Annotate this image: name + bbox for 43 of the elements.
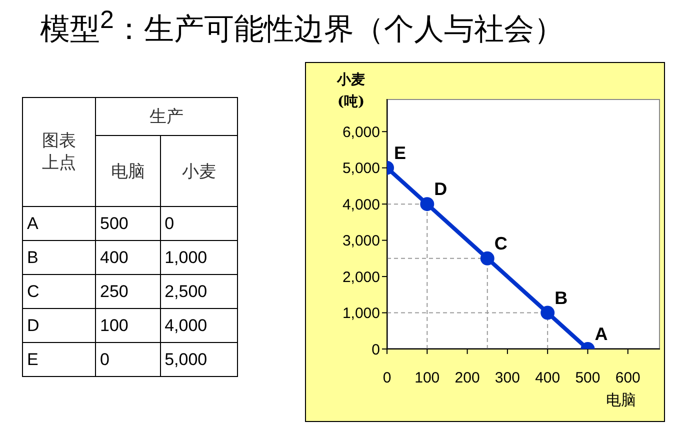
x-tick-label: 0 xyxy=(382,370,392,387)
text: A xyxy=(27,214,38,232)
text: 4,000 xyxy=(160,308,238,342)
annotation: C xyxy=(494,233,508,254)
text: D xyxy=(27,316,40,334)
text: B xyxy=(27,248,38,266)
text: 0 xyxy=(160,206,238,240)
y-axis-title: 小麦 (吨) xyxy=(336,71,366,112)
y-tick-label: 5,000 xyxy=(342,160,380,178)
y-tick-label: 4,000 xyxy=(342,196,380,214)
x-tick-label: 100 xyxy=(414,370,440,387)
y-tick-label: 6,000 xyxy=(342,124,380,141)
text: 2,500 xyxy=(160,274,238,308)
text: 图表上点 xyxy=(41,130,77,174)
y-tick-label: 1,000 xyxy=(342,305,380,322)
text: 小麦 xyxy=(160,136,238,206)
point xyxy=(540,306,555,320)
x-tick-label: 500 xyxy=(575,370,600,387)
text: C xyxy=(27,282,40,300)
x-tick-label: 300 xyxy=(494,370,520,387)
x-tick-label: 200 xyxy=(454,370,480,387)
text: 100 xyxy=(96,308,160,342)
y-tick-label: 0 xyxy=(372,341,380,358)
x-tick-label: 400 xyxy=(535,370,560,387)
point xyxy=(480,251,494,266)
chart-title: 模型$^{2}$：生产可能性边界（个人与社会） xyxy=(40,6,564,48)
y-tick-label: 3,000 xyxy=(342,232,380,250)
annotation: A xyxy=(594,324,608,344)
text: 5,000 xyxy=(160,342,238,376)
text: 生产 xyxy=(96,98,238,136)
y-tick-label: 2,000 xyxy=(342,268,380,286)
text: 1,000 xyxy=(160,240,238,274)
x-tick-label: 600 xyxy=(615,370,640,387)
text: E xyxy=(27,350,38,368)
annotation: E xyxy=(394,142,406,163)
text: 电脑 xyxy=(96,136,160,206)
text: 250 xyxy=(96,274,160,308)
annotation: B xyxy=(554,288,568,308)
point xyxy=(420,197,434,212)
annotation: D xyxy=(434,179,448,200)
text: 400 xyxy=(96,240,160,274)
x-axis-title: 电脑 xyxy=(606,391,636,410)
text: 500 xyxy=(96,206,160,240)
